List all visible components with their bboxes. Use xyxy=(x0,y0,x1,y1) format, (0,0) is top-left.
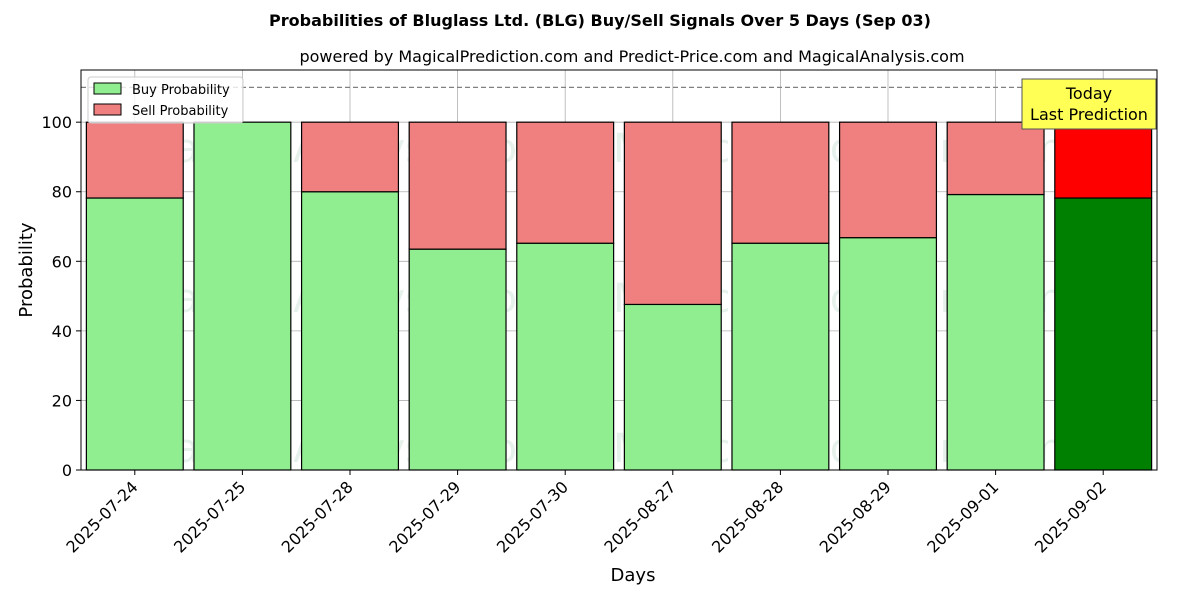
sell-bar xyxy=(408,121,507,250)
y-tick-label: 60 xyxy=(52,252,72,271)
y-tick-label: 100 xyxy=(41,113,72,132)
y-axis: 0 20 40 60 80 100 xyxy=(41,113,81,480)
buy-bar xyxy=(731,242,830,471)
y-tick-label: 40 xyxy=(52,322,72,341)
buy-bar xyxy=(85,197,184,471)
buy-bar xyxy=(193,121,292,471)
sell-bar xyxy=(838,121,938,239)
sell-bar xyxy=(946,121,1045,196)
x-tick-label: 2025-08-28 xyxy=(708,477,787,556)
chart-subtitle: powered by MagicalPrediction.com and Pre… xyxy=(299,47,964,66)
x-tick-label: 2025-08-27 xyxy=(600,477,679,556)
x-tick-label: 2025-09-01 xyxy=(923,477,1002,556)
y-tick-label: 0 xyxy=(62,461,72,480)
annotation-text: Last Prediction xyxy=(1030,105,1148,124)
buy-bar xyxy=(300,191,400,471)
buy-bar xyxy=(946,193,1045,471)
annotation-box xyxy=(1021,78,1157,130)
sell-bar xyxy=(1054,121,1153,199)
buy-bar xyxy=(838,237,938,471)
sell-bar xyxy=(300,121,400,193)
bars-layer xyxy=(85,121,1153,471)
legend-label: Sell Probability xyxy=(132,104,229,119)
y-tick-label: 20 xyxy=(52,391,72,410)
x-axis-label: Days xyxy=(611,565,656,586)
buy-bar xyxy=(516,242,615,471)
y-tick-label: 80 xyxy=(52,183,72,202)
sell-bar xyxy=(85,121,184,199)
y-axis-label: Probability xyxy=(16,222,37,317)
x-tick-label: 2025-08-29 xyxy=(816,477,895,556)
chart-title: Probabilities of Bluglass Ltd. (BLG) Buy… xyxy=(269,11,931,30)
buy-bar xyxy=(623,303,722,471)
x-tick-label: 2025-09-02 xyxy=(1031,477,1110,556)
today-annotation: Today Last Prediction xyxy=(1021,78,1157,130)
legend-swatch xyxy=(93,103,122,116)
legend-box xyxy=(87,76,244,124)
legend: Buy Probability Sell Probability xyxy=(87,76,244,124)
sell-bar xyxy=(623,121,722,306)
x-tick-label: 2025-07-25 xyxy=(170,477,249,556)
x-axis: 2025-07-24 2025-07-25 2025-07-28 2025-07-29… xyxy=(62,470,1110,557)
legend-swatch xyxy=(93,82,122,95)
buy-bar xyxy=(408,248,507,471)
sell-bar xyxy=(516,121,615,244)
annotation-text: Today xyxy=(1065,84,1112,103)
buy-bar xyxy=(1054,197,1153,471)
x-tick-label: 2025-07-24 xyxy=(62,477,141,556)
x-tick-label: 2025-07-28 xyxy=(278,477,357,556)
legend-label: Buy Probability xyxy=(132,83,230,98)
sell-bar xyxy=(731,121,830,244)
plot-frame xyxy=(80,69,1158,471)
x-tick-label: 2025-07-30 xyxy=(493,477,572,556)
x-tick-label: 2025-07-29 xyxy=(385,477,464,556)
